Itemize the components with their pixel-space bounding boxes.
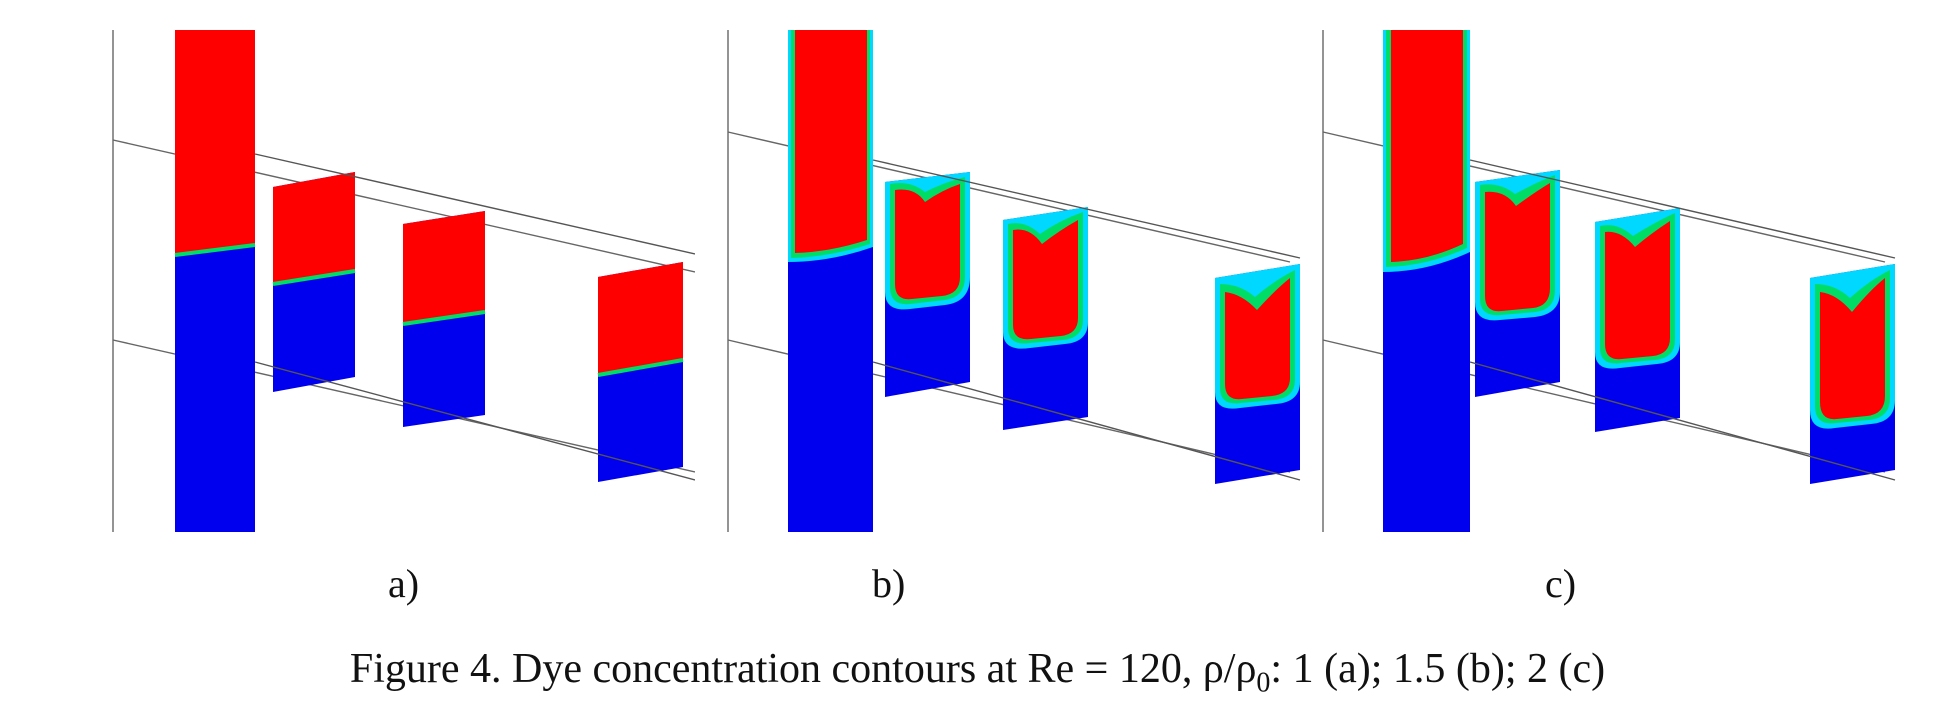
caption-prefix: Figure 4. Dye concentration contours at … <box>349 646 1257 692</box>
panel-b-contour-plot <box>727 30 1301 532</box>
caption-subscript: 0 <box>1256 667 1271 699</box>
panel-label-c: c) <box>1545 561 1577 606</box>
caption-suffix: : 1 (a); 1.5 (b); 2 (c) <box>1270 646 1606 692</box>
panel-label-a: a) <box>388 561 420 606</box>
figure-caption: Figure 4. Dye concentration contours at … <box>0 645 1955 699</box>
panel-c-contour-plot <box>1322 30 1896 532</box>
panel-a-contour-plot <box>112 30 695 532</box>
panel-label-b: b) <box>872 561 906 606</box>
